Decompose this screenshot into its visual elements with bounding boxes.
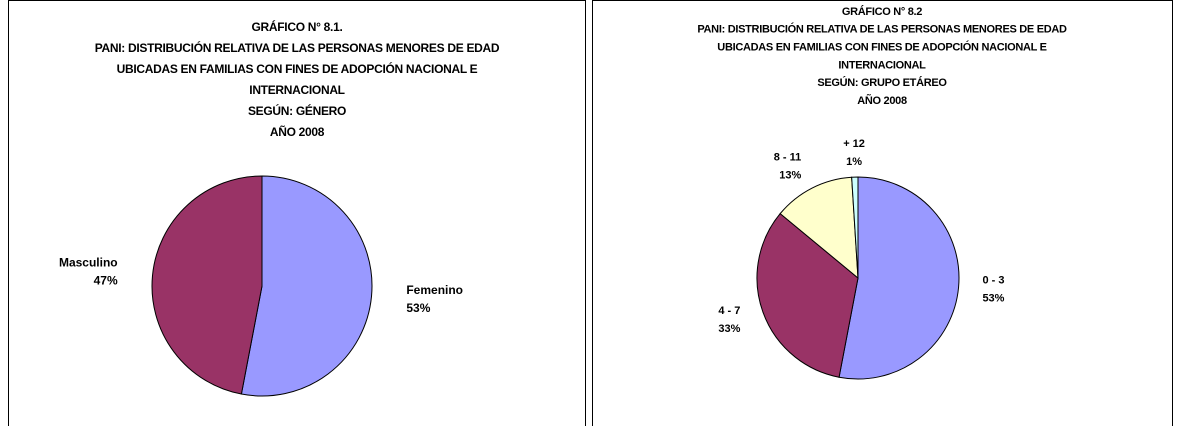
chart-title: GRÁFICO N° 8.1. (252, 19, 343, 34)
chart-title: PANI: DISTRIBUCIÓN RELATIVA DE LAS PERSO… (697, 23, 1067, 36)
chart-title: SEGÚN: GÉNERO (248, 103, 346, 118)
pie-slice (756, 212, 859, 378)
slice-label: 8 - 11 (774, 152, 802, 164)
chart-title: UBICADAS EN FAMILIAS CON FINES DE ADOPCI… (117, 61, 478, 76)
slice-value-label: 53% (982, 293, 1004, 305)
slice-value-label: 47% (94, 274, 118, 288)
chart-title: UBICADAS EN FAMILIAS CON FINES DE ADOPCI… (717, 41, 1046, 54)
chart-title: INTERNACIONAL (249, 83, 344, 97)
slice-label: Masculino (59, 256, 118, 270)
slice-label: + 12 (843, 138, 865, 150)
chart-title: AÑO 2008 (270, 124, 325, 139)
pie-slice (838, 176, 960, 380)
pie-slice (240, 175, 373, 397)
slice-label: Femenino (406, 283, 463, 297)
slice-label: 4 - 7 (718, 305, 740, 317)
chart-title: GRÁFICO N° 8.2 (842, 5, 922, 18)
slice-label: 0 - 3 (982, 275, 1004, 287)
chart-title: INTERNACIONAL (838, 59, 926, 71)
slice-value-label: 1% (846, 156, 862, 168)
pie-slice (151, 175, 263, 395)
slice-value-label: 33% (718, 323, 740, 335)
slice-value-label: 53% (406, 301, 430, 315)
chart-title: AÑO 2008 (857, 94, 907, 107)
chart-title: PANI: DISTRIBUCIÓN RELATIVA DE LAS PERSO… (95, 40, 500, 55)
pie-slice (851, 176, 859, 279)
chart-title: SEGÚN: GRUPO ETÁREO (817, 76, 947, 89)
pie-slice (779, 176, 859, 280)
slice-value-label: 13% (779, 170, 801, 182)
